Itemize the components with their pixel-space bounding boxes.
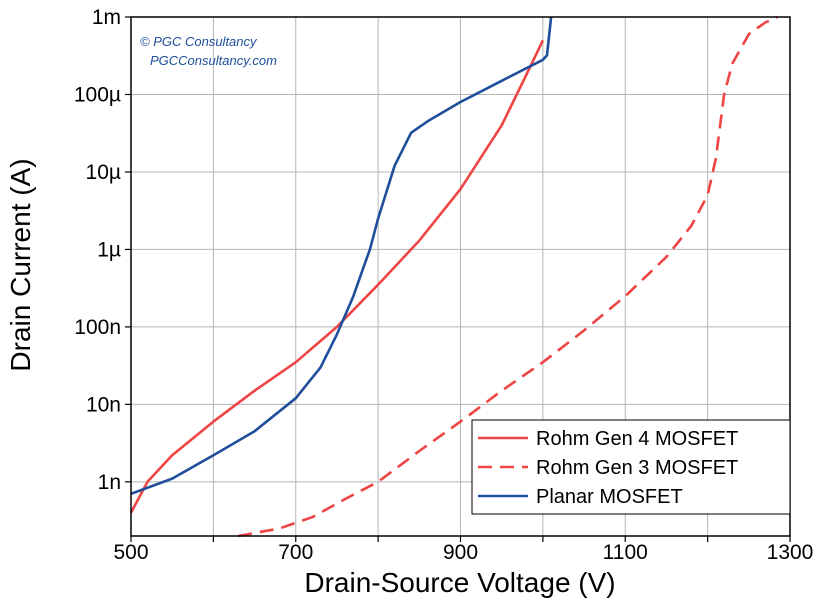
x-tick-label: 500 bbox=[113, 541, 148, 564]
y-tick-label: 100µ bbox=[74, 83, 121, 106]
x-tick-label: 900 bbox=[443, 541, 478, 564]
x-tick-labels: 500 700 900 1100 1300 bbox=[113, 541, 813, 564]
tick-marks bbox=[125, 16, 791, 542]
y-tick-label: 10µ bbox=[86, 161, 121, 184]
series-line-1 bbox=[237, 15, 779, 538]
legend: Rohm Gen 4 MOSFET Rohm Gen 3 MOSFET Planar… bbox=[471, 419, 791, 515]
y-tick-labels: 1n 10n 100n 1µ 10µ 100µ 1m bbox=[74, 6, 121, 494]
legend-label-1: Rohm Gen 3 MOSFET bbox=[536, 457, 738, 479]
x-tick-label: 1300 bbox=[767, 541, 814, 564]
legend-label-2: Planar MOSFET bbox=[536, 486, 683, 508]
series-line-2 bbox=[130, 16, 553, 496]
y-tick-label: 1n bbox=[98, 471, 121, 494]
grid bbox=[131, 17, 790, 536]
watermark-url: PGCConsultancy.com bbox=[150, 53, 277, 68]
series-line-0 bbox=[129, 39, 545, 514]
x-tick-label: 1100 bbox=[603, 541, 648, 564]
watermark-copyright: © PGC Consultancy bbox=[140, 34, 258, 49]
y-tick-label: 100n bbox=[74, 316, 121, 339]
legend-label-0: Rohm Gen 4 MOSFET bbox=[536, 428, 738, 450]
x-tick-label: 700 bbox=[278, 541, 313, 564]
series-group bbox=[129, 15, 779, 538]
y-axis-title: Drain Current (A) bbox=[5, 158, 36, 371]
y-tick-label: 10n bbox=[86, 393, 121, 416]
x-axis-title: Drain-Source Voltage (V) bbox=[304, 567, 615, 598]
y-tick-label: 1µ bbox=[97, 238, 121, 261]
y-tick-label: 1m bbox=[92, 6, 121, 29]
